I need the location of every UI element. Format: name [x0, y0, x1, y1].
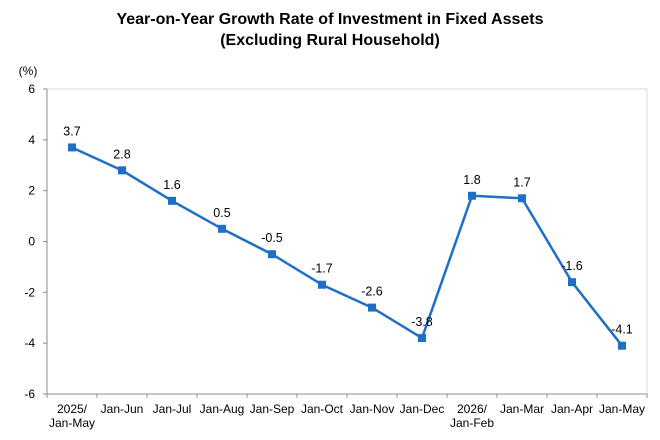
- data-point: [518, 194, 526, 203]
- x-tick-label: Jan-Jul: [153, 402, 192, 416]
- data-point: [468, 191, 476, 200]
- x-tick-label: Jan-Apr: [551, 402, 593, 416]
- y-tick-label: 0: [28, 235, 35, 249]
- data-label: 2.8: [113, 147, 130, 161]
- data-label: -2.6: [361, 285, 383, 299]
- data-label: 1.6: [163, 178, 180, 192]
- x-tick-label: Jan-Mar: [500, 402, 544, 416]
- data-label: -0.5: [261, 231, 283, 245]
- data-label: 3.7: [63, 124, 80, 138]
- x-tick-label: Jan-Dec: [400, 402, 445, 416]
- data-label: 0.5: [213, 206, 230, 220]
- x-tick-label: Jan-Feb: [450, 416, 494, 430]
- y-tick-label: -2: [24, 285, 35, 299]
- y-tick-label: 6: [28, 82, 35, 96]
- data-point: [418, 334, 426, 343]
- data-point: [368, 303, 376, 312]
- x-tick-label: 2025/: [57, 402, 88, 416]
- chart-subtitle: (Excluding Rural Household): [220, 32, 440, 49]
- data-point: [218, 224, 226, 233]
- x-tick-label: Jan-Sep: [250, 402, 295, 416]
- x-tick-label: Jan-Jun: [101, 402, 144, 416]
- x-tick-label: Jan-May: [599, 402, 645, 416]
- data-label: 1.8: [463, 173, 480, 187]
- data-point: [168, 196, 176, 205]
- y-tick-label: -6: [24, 387, 35, 401]
- data-label: -1.6: [561, 259, 583, 273]
- y-tick-label: 2: [28, 184, 35, 198]
- y-axis-label: (%): [19, 64, 38, 78]
- chart-title: Year-on-Year Growth Rate of Investment i…: [116, 11, 544, 28]
- data-point: [118, 166, 126, 175]
- data-label: -3.8: [411, 315, 433, 329]
- y-tick-label: 4: [28, 133, 35, 147]
- x-tick-label: Jan-May: [49, 416, 95, 430]
- x-tick-label: Jan-Nov: [350, 402, 395, 416]
- x-tick-label: Jan-Aug: [200, 402, 245, 416]
- data-point: [68, 143, 76, 152]
- plot-area-border: [46, 88, 648, 395]
- data-label: -4.1: [611, 323, 633, 337]
- x-tick-label: 2026/: [457, 402, 488, 416]
- data-point: [268, 250, 276, 259]
- series-line: [71, 146, 623, 347]
- data-point: [618, 341, 626, 350]
- y-tick-label: -4: [24, 336, 35, 350]
- data-point: [568, 278, 576, 287]
- x-tick-label: Jan-Oct: [301, 402, 344, 416]
- data-label: -1.7: [311, 262, 333, 276]
- data-label: 1.7: [513, 175, 530, 189]
- data-point: [318, 280, 326, 289]
